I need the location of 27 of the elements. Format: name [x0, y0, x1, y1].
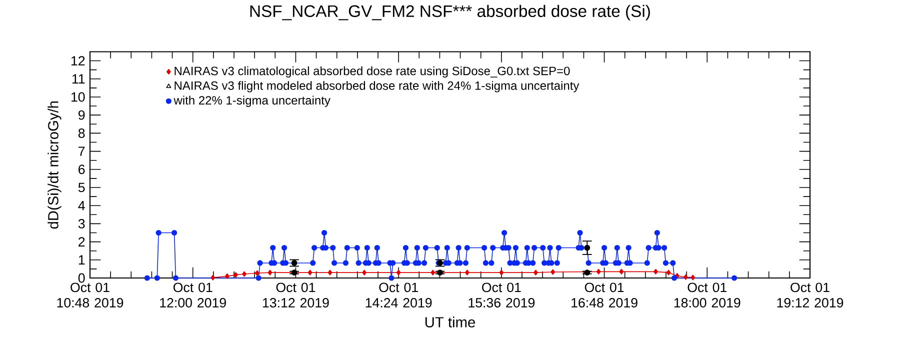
y-tick-label: 7: [78, 146, 85, 156]
y-tick-label: 12: [71, 56, 85, 66]
y-tick-label: 5: [78, 182, 85, 192]
y-tick-label: 9: [78, 110, 85, 120]
legend-label: with 22% 1-sigma uncertainty: [174, 96, 330, 107]
x-axis-title: UT time: [425, 316, 476, 328]
y-tick-label: 1: [78, 255, 85, 264]
y-axis-title: dD(Si)/dt microGy/h: [48, 101, 62, 229]
x-tick-label: Oct 01 16:48 2019: [572, 282, 638, 308]
y-tick-label: 0: [78, 273, 85, 283]
y-tick-label: 3: [78, 218, 85, 228]
x-tick-label: Oct 01 19:12 2019: [777, 282, 844, 308]
y-tick-label: 11: [72, 74, 85, 84]
x-tick-label: Oct 01 15:36 2019: [468, 282, 535, 308]
y-tick-label: 4: [78, 201, 85, 210]
legend-label: NAIRAS v3 climatological absorbed dose rate using SiDose_G0.txt SEP=0: [174, 66, 570, 78]
y-tick-label: 10: [71, 92, 85, 102]
y-tick-label: 6: [78, 164, 85, 174]
x-tick-label: Oct 01 12:00 2019: [160, 282, 226, 308]
legend-label: NAIRAS v3 flight modeled absorbed dose rate with 24% 1-sigma uncertainty: [174, 81, 580, 92]
y-tick-label: 8: [78, 128, 85, 138]
chart-title: NSF_NCAR_GV_FM2 NSF*** absorbed dose rate (Si): [250, 4, 650, 20]
x-tick-label: Oct 01 13:12 2019: [263, 282, 329, 308]
x-tick-label: Oct 01 10:48 2019: [57, 282, 124, 308]
x-tick-label: Oct 01 18:00 2019: [674, 282, 740, 308]
x-tick-label: Oct 01 14:24 2019: [366, 282, 432, 308]
y-tick-label: 2: [78, 237, 85, 246]
